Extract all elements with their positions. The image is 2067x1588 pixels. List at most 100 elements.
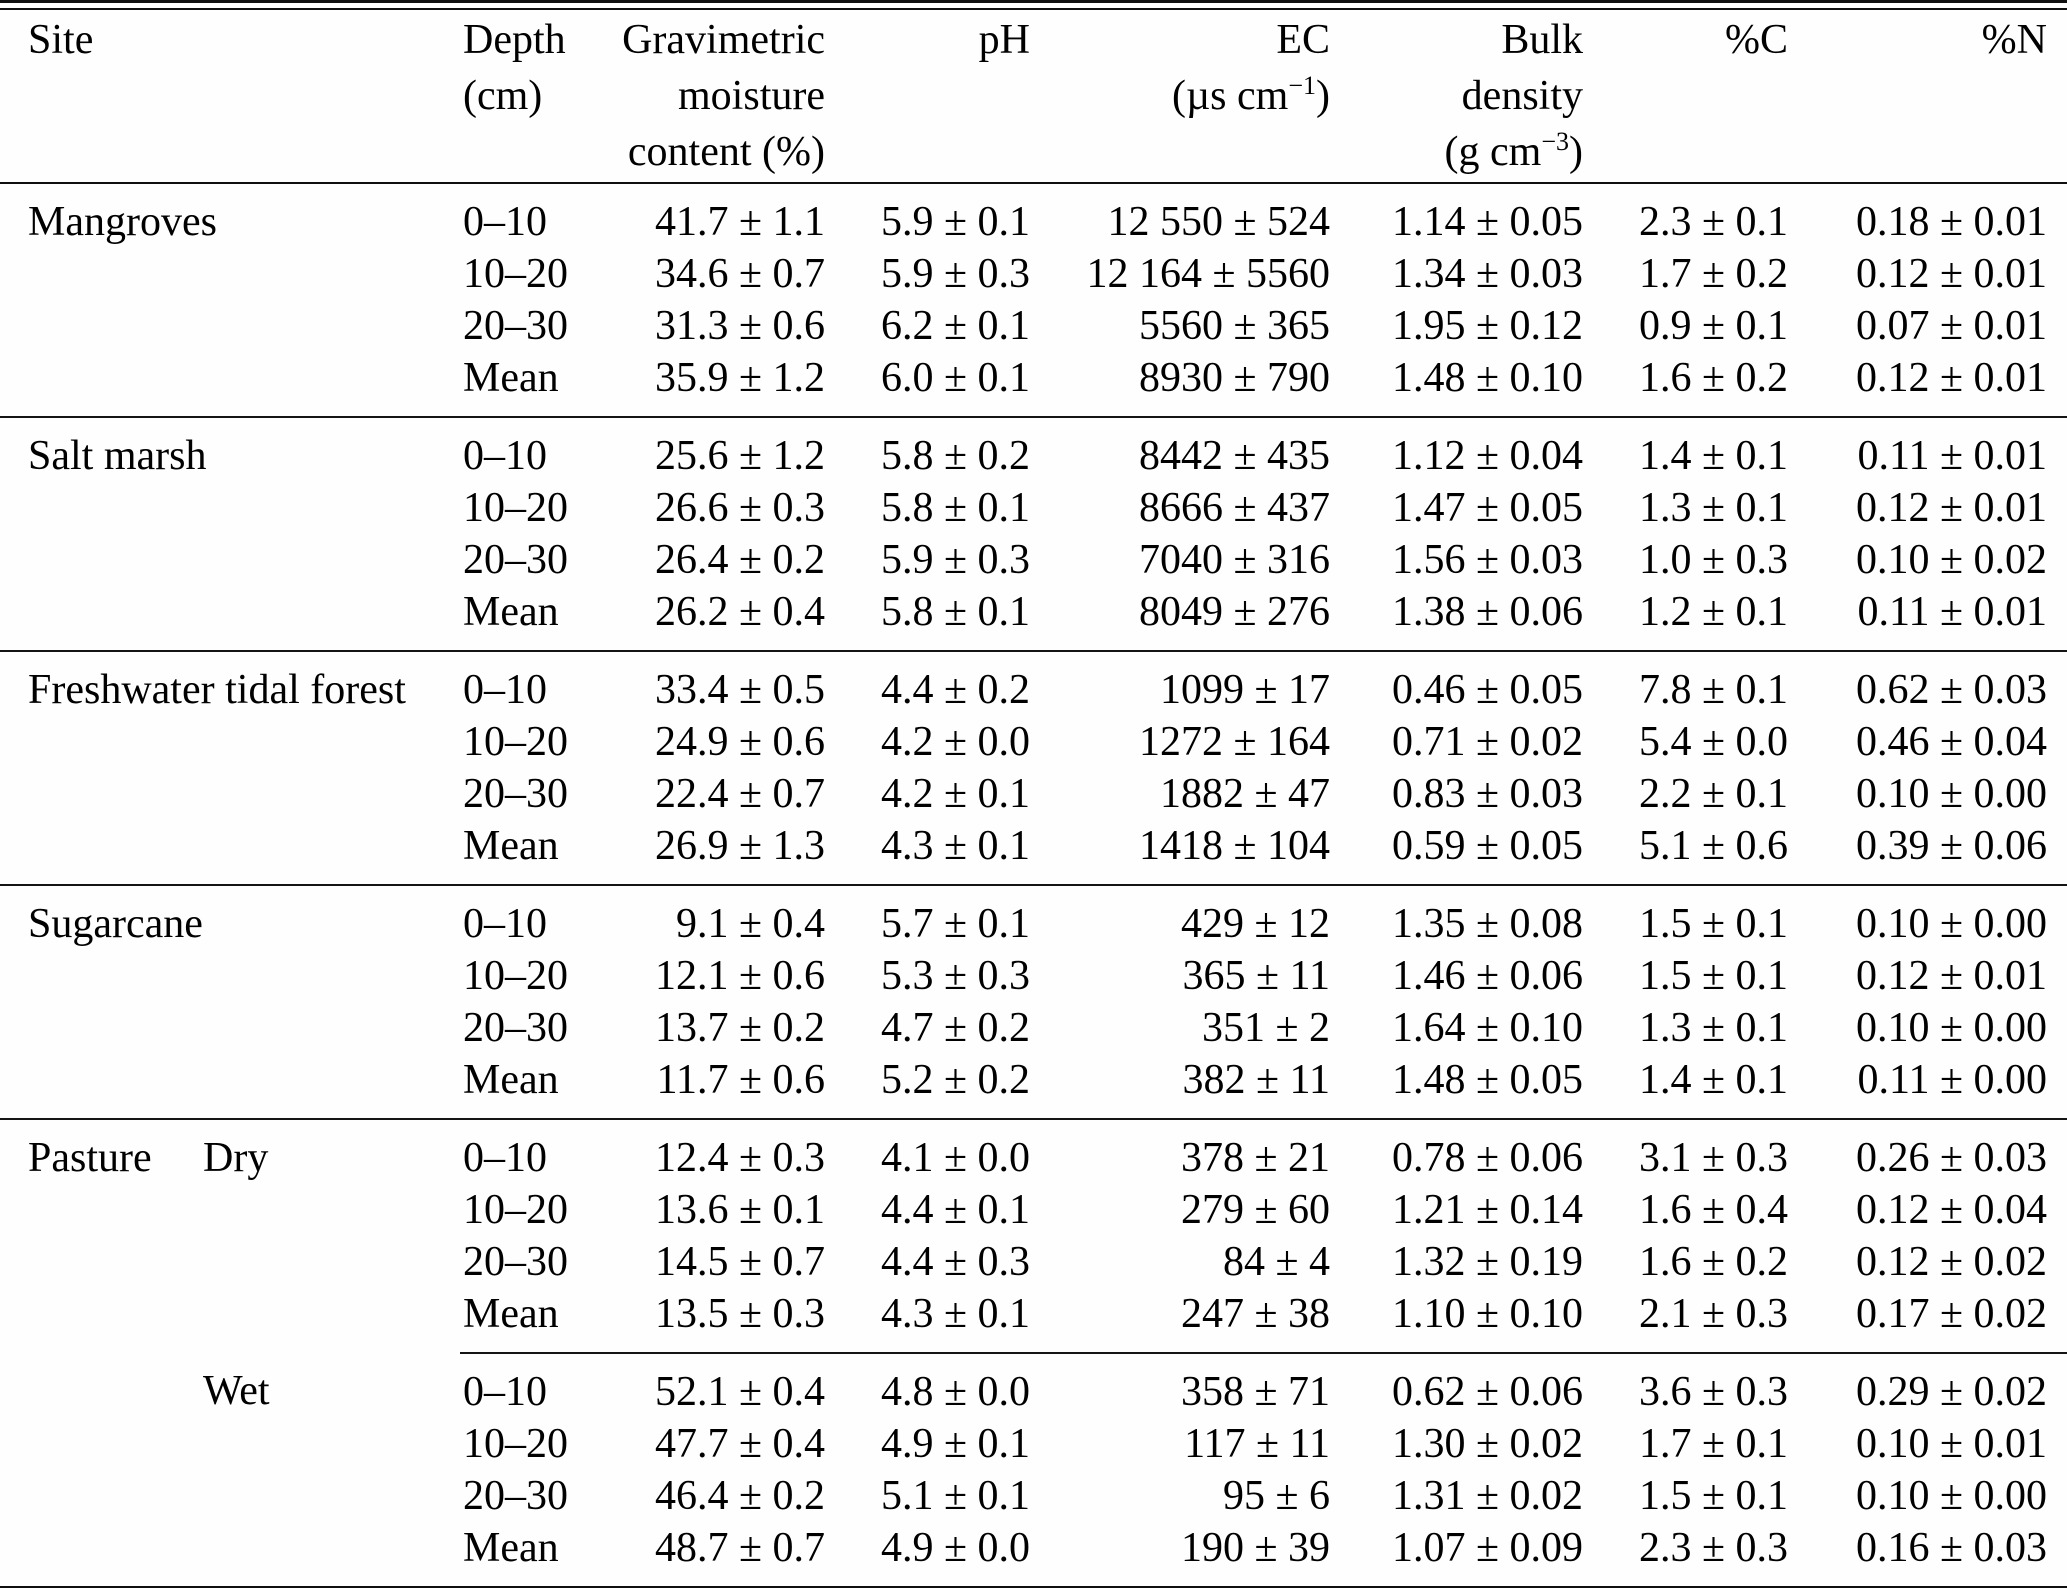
nitrogen-cell: 0.10 ± 0.00 (1855, 1473, 2047, 1519)
depth-cell: 0–10 (460, 884, 610, 950)
depth-cell: 10–20 (463, 1421, 568, 1467)
ec-cell: 8930 ± 790 (1138, 355, 1330, 401)
bulk-header-line1: Bulk (1501, 17, 1583, 63)
table-row: Sugarcane 0–10 9.1 ± 0.4 5.7 ± 0.1 429 ±… (0, 884, 2067, 1119)
moisture-cell: 46.4 ± 0.2 (654, 1473, 825, 1519)
soil-properties-table: Site Depth (cm) Gravimetric moisture con… (0, 8, 2067, 1588)
ph-cell: 5.7 ± 0.1 (825, 884, 1030, 950)
carbon-cell: 1.2 ± 0.1 (1638, 589, 1788, 635)
table-row: 10–20 13.6 ± 0.1 4.4 ± 0.1 279 ± 60 1.21… (0, 1184, 2067, 1236)
depth-cell: Mean (463, 355, 559, 401)
nitrogen-cell: 0.10 ± 0.00 (1788, 884, 2067, 950)
header-row: Site Depth (cm) Gravimetric moisture con… (0, 9, 2067, 184)
ec-cell: 190 ± 39 (1180, 1525, 1330, 1571)
moisture-cell: 47.7 ± 0.4 (654, 1421, 825, 1467)
table-row: 20–30 26.4 ± 0.2 5.9 ± 0.3 7040 ± 316 1.… (0, 534, 2067, 586)
nitrogen-cell: 0.11 ± 0.01 (1857, 589, 2048, 635)
table-row: Wet 0–10 52.1 ± 0.4 4.8 ± 0.0 358 ± 71 0… (0, 1352, 2067, 1418)
table-row: Mean 26.2 ± 0.4 5.8 ± 0.1 8049 ± 276 1.3… (0, 586, 2067, 651)
bulk-density-cell: 1.46 ± 0.06 (1391, 953, 1583, 999)
bulk-unit-close: ) (1569, 129, 1583, 175)
ph-cell: 4.2 ± 0.0 (880, 719, 1030, 765)
bulk-density-cell: 1.56 ± 0.03 (1391, 537, 1583, 583)
site-cell: Mangroves (28, 199, 217, 245)
bulk-density-cell: 0.83 ± 0.03 (1391, 771, 1583, 817)
nitrogen-cell: 0.12 ± 0.01 (1855, 953, 2047, 999)
moisture-cell: 11.7 ± 0.6 (656, 1057, 826, 1103)
carbon-cell: 1.5 ± 0.1 (1638, 953, 1788, 999)
nitrogen-cell: 0.18 ± 0.01 (1855, 199, 2047, 245)
carbon-cell: 2.1 ± 0.3 (1638, 1291, 1788, 1337)
carbon-cell: 1.6 ± 0.2 (1638, 355, 1788, 401)
nitrogen-cell: 0.12 ± 0.04 (1855, 1187, 2047, 1233)
bulk-density-cell: 1.95 ± 0.12 (1391, 303, 1583, 349)
bulk-unit-exponent: −3 (1541, 127, 1569, 156)
section-pasture-wet: Wet 0–10 52.1 ± 0.4 4.8 ± 0.0 358 ± 71 0… (0, 1352, 2067, 1588)
moisture-header-line1: Gravimetric (622, 17, 825, 63)
table-row: 10–20 26.6 ± 0.3 5.8 ± 0.1 8666 ± 437 1.… (0, 482, 2067, 534)
bulk-density-cell: 0.46 ± 0.05 (1330, 650, 1583, 716)
moisture-cell: 26.6 ± 0.3 (654, 485, 825, 531)
condition-cell: Dry (203, 1118, 460, 1353)
ph-header-label: pH (978, 17, 1030, 63)
col-header-bulk-density: Bulk density (g cm−3) (1330, 9, 1583, 184)
ph-cell: 4.4 ± 0.3 (880, 1239, 1030, 1285)
ph-cell: 4.8 ± 0.0 (825, 1352, 1030, 1418)
table-row: Pasture Dry 0–10 12.4 ± 0.3 4.1 ± 0.0 37… (0, 1118, 2067, 1353)
section-salt-marsh: Salt marsh 0–10 25.6 ± 1.2 5.8 ± 0.2 844… (0, 416, 2067, 651)
col-header-ph: pH (825, 9, 1030, 184)
nitrogen-cell: 0.10 ± 0.00 (1855, 1005, 2047, 1051)
moisture-cell: 48.7 ± 0.7 (654, 1525, 825, 1571)
ec-unit-open: (µs cm (1171, 73, 1289, 119)
table-row: Mean 48.7 ± 0.7 4.9 ± 0.0 190 ± 39 1.07 … (0, 1522, 2067, 1588)
ec-unit-exponent: −1 (1288, 71, 1316, 100)
depth-cell: Mean (463, 1525, 559, 1571)
moisture-cell: 26.9 ± 1.3 (654, 823, 825, 869)
moisture-cell: 52.1 ± 0.4 (610, 1352, 825, 1418)
ph-cell: 5.8 ± 0.1 (880, 589, 1030, 635)
moisture-header-line2: moisture (678, 73, 825, 119)
ec-cell: 247 ± 38 (1180, 1291, 1330, 1337)
moisture-cell: 13.6 ± 0.1 (654, 1187, 825, 1233)
depth-header-line1: Depth (463, 17, 566, 63)
table-row: 10–20 24.9 ± 0.6 4.2 ± 0.0 1272 ± 164 0.… (0, 716, 2067, 768)
depth-cell: 0–10 (460, 416, 610, 482)
moisture-cell: 14.5 ± 0.7 (654, 1239, 825, 1285)
bulk-density-cell: 0.59 ± 0.05 (1391, 823, 1583, 869)
col-header-carbon: %C (1583, 9, 1788, 184)
section-sugarcane: Sugarcane 0–10 9.1 ± 0.4 5.7 ± 0.1 429 ±… (0, 884, 2067, 1119)
ph-cell: 4.2 ± 0.1 (880, 771, 1030, 817)
nitrogen-cell: 0.62 ± 0.03 (1788, 650, 2067, 716)
table-row: 10–20 47.7 ± 0.4 4.9 ± 0.1 117 ± 11 1.30… (0, 1418, 2067, 1470)
depth-cell: 0–10 (460, 1118, 610, 1184)
col-header-ec: EC (µs cm−1) (1030, 9, 1330, 184)
bulk-density-cell: 0.78 ± 0.06 (1330, 1118, 1583, 1184)
moisture-cell: 13.7 ± 0.2 (654, 1005, 825, 1051)
depth-cell: 20–30 (463, 303, 568, 349)
moisture-cell: 9.1 ± 0.4 (610, 884, 825, 950)
carbon-cell: 1.0 ± 0.3 (1638, 537, 1788, 583)
depth-cell: Mean (463, 589, 559, 635)
table-row: 20–30 46.4 ± 0.2 5.1 ± 0.1 95 ± 6 1.31 ±… (0, 1470, 2067, 1522)
bulk-unit-open: (g cm (1444, 129, 1542, 175)
nitrogen-cell: 0.12 ± 0.01 (1855, 251, 2047, 297)
ec-cell: 8442 ± 435 (1030, 416, 1330, 482)
depth-cell: Mean (463, 1057, 559, 1103)
nitrogen-cell: 0.26 ± 0.03 (1788, 1118, 2067, 1184)
ec-cell: 382 ± 11 (1182, 1057, 1331, 1103)
carbon-cell: 1.7 ± 0.2 (1638, 251, 1788, 297)
nitrogen-cell: 0.12 ± 0.01 (1855, 355, 2047, 401)
ec-cell: 429 ± 12 (1030, 884, 1330, 950)
bulk-density-cell: 1.47 ± 0.05 (1391, 485, 1583, 531)
ph-cell: 5.9 ± 0.1 (880, 199, 1030, 245)
table-header: Site Depth (cm) Gravimetric moisture con… (0, 9, 2067, 184)
bulk-density-cell: 1.31 ± 0.02 (1391, 1473, 1583, 1519)
depth-cell: 0–10 (463, 199, 547, 245)
table-row: 20–30 14.5 ± 0.7 4.4 ± 0.3 84 ± 4 1.32 ±… (0, 1236, 2067, 1288)
carbon-cell: 2.3 ± 0.1 (1638, 199, 1788, 245)
ph-cell: 4.9 ± 0.1 (880, 1421, 1030, 1467)
bulk-density-cell: 1.32 ± 0.19 (1391, 1239, 1583, 1285)
bulk-density-cell: 1.38 ± 0.06 (1391, 589, 1583, 635)
depth-cell: 10–20 (463, 1187, 568, 1233)
